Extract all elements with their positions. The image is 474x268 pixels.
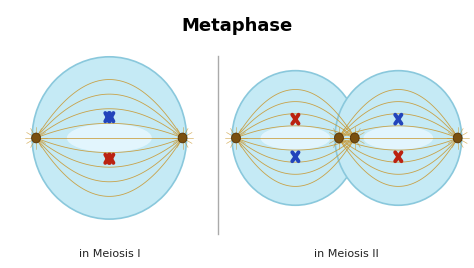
Text: in Meiosis II: in Meiosis II [314,249,379,259]
Ellipse shape [335,133,343,143]
Ellipse shape [178,133,187,143]
Ellipse shape [67,124,152,152]
Ellipse shape [232,71,359,205]
Ellipse shape [32,133,41,143]
Ellipse shape [32,57,187,219]
Ellipse shape [232,133,240,143]
Ellipse shape [261,126,330,150]
Text: in Meiosis I: in Meiosis I [79,249,140,259]
Text: Metaphase: Metaphase [182,17,292,35]
Ellipse shape [364,126,433,150]
Ellipse shape [335,71,462,205]
Ellipse shape [350,133,359,143]
Ellipse shape [453,133,462,143]
